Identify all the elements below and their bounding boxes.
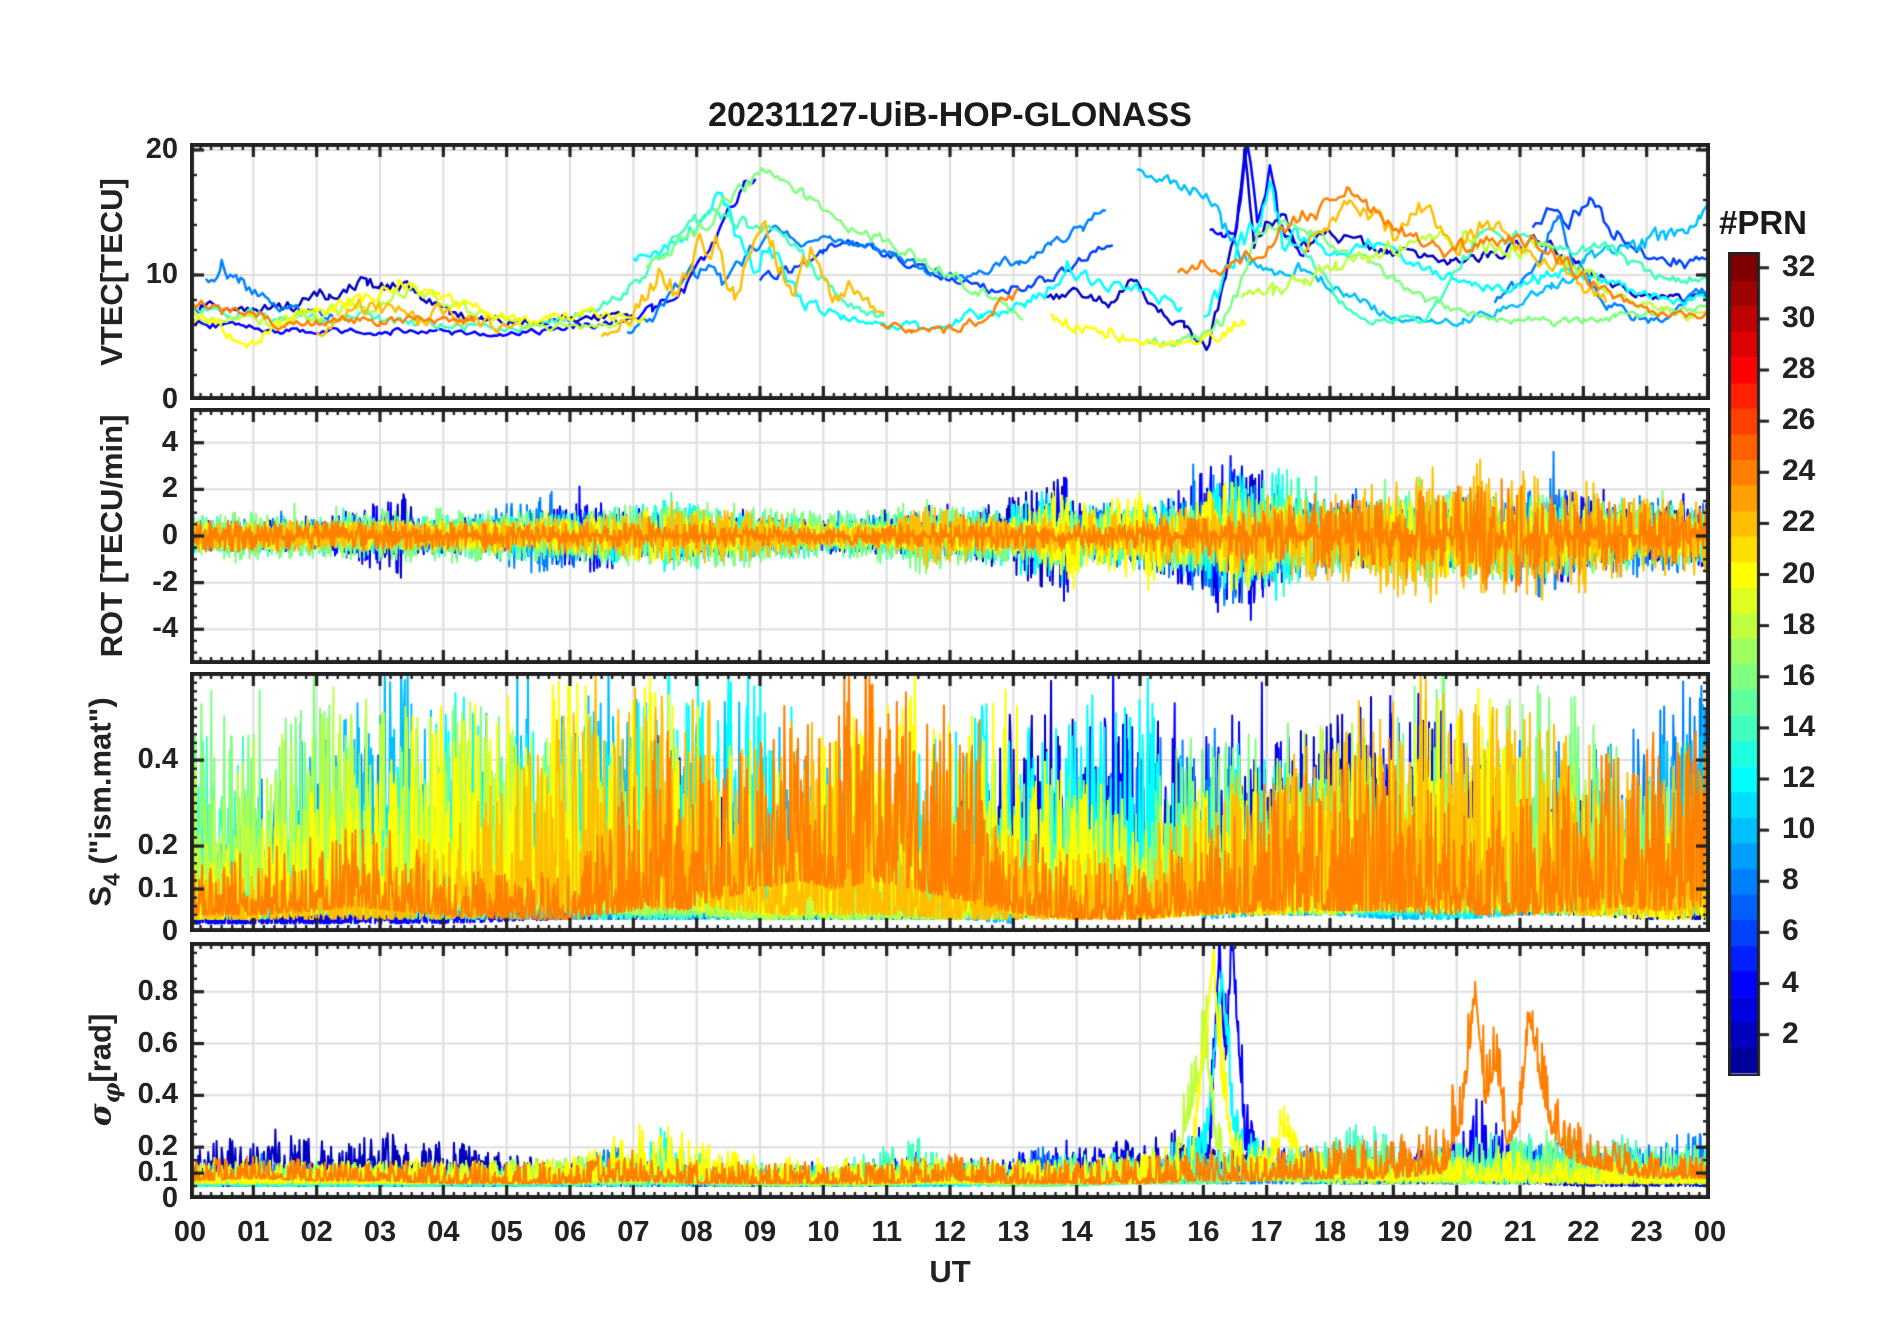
ytick-label-ROT-2: 2 [161,472,178,505]
xtick-label-5: 05 [490,1216,523,1248]
colorbar-title: #PRN [1718,204,1808,241]
xtick-label-23: 23 [1630,1216,1663,1248]
prn-colorbar [1728,252,1780,1076]
rot-panel-canvas [190,408,1710,664]
xtick-label-14: 14 [1060,1216,1093,1248]
xtick-label-3: 03 [363,1216,397,1248]
ytick-label-sigma_phi-0.1: 0.1 [137,1156,178,1189]
colorbar-tick-label-10: 10 [1782,812,1816,846]
xtick-label-1: 01 [237,1216,270,1248]
colorbar-tick-label-12: 12 [1782,761,1816,795]
vtec-panel-canvas [190,143,1710,400]
colorbar-tick-label-30: 30 [1782,300,1816,334]
colorbar-tick-label-26: 26 [1782,403,1816,437]
colorbar-tick-label-32: 32 [1782,249,1816,283]
colorbar-tick-label-16: 16 [1782,658,1816,692]
ytick-label-ROT--4: -4 [152,612,178,645]
s4-axis-label-main: S [82,885,118,907]
xtick-label-21: 21 [1503,1216,1537,1248]
colorbar-tick-label-22: 22 [1782,505,1816,539]
ytick-label-ROT--2: -2 [152,565,178,598]
ytick-label-S4-0: 0 [161,915,178,947]
ytick-label-S4-0.2: 0.2 [137,829,178,862]
xtick-label-12: 12 [933,1216,967,1248]
xtick-label-9: 09 [743,1216,777,1248]
xtick-label-0: 00 [173,1216,207,1248]
ytick-label-ROT-4: 4 [161,425,178,458]
colorbar-tick-label-18: 18 [1782,607,1816,641]
colorbar-tick-label-8: 8 [1782,863,1799,897]
ytick-label-VTEC-10: 10 [145,258,178,290]
xtick-label-2: 02 [300,1216,333,1248]
ytick-label-VTEC-0: 0 [161,383,178,415]
xtick-label-6: 06 [553,1216,587,1248]
xtick-label-22: 22 [1567,1216,1600,1248]
xtick-label-24: 00 [1693,1216,1727,1248]
xtick-label-4: 04 [427,1216,460,1248]
colorbar-tick-label-6: 6 [1782,914,1799,948]
xtick-label-16: 16 [1187,1216,1220,1248]
colorbar-tick-label-28: 28 [1782,352,1816,386]
sigma-symbol: σ [82,1103,119,1127]
colorbar-tick-label-2: 2 [1782,1016,1799,1050]
xtick-label-13: 13 [997,1216,1030,1248]
xtick-label-8: 08 [680,1216,713,1248]
xtick-label-10: 10 [807,1216,840,1248]
xtick-label-11: 11 [871,1216,902,1248]
x-axis-label: UT [929,1254,971,1289]
xtick-label-18: 18 [1313,1216,1347,1248]
colorbar-tick-label-20: 20 [1782,556,1816,590]
ytick-label-sigma_phi-0.6: 0.6 [137,1026,178,1059]
ytick-label-sigma_phi-0.2: 0.2 [137,1130,178,1163]
ytick-label-S4-0.4: 0.4 [137,743,178,776]
xtick-label-20: 20 [1440,1216,1473,1248]
chart-title: 20231127-UiB-HOP-GLONASS [708,96,1192,134]
xtick-label-19: 19 [1377,1216,1410,1248]
s4-axis-label-post: ("ism.mat") [82,697,118,874]
xtick-label-15: 15 [1123,1216,1157,1248]
colorbar-tick-label-24: 24 [1782,454,1816,488]
colorbar-tick-label-4: 4 [1782,965,1799,999]
ytick-label-sigma_phi-0.4: 0.4 [137,1078,178,1111]
colorbar-tick-label-14: 14 [1782,709,1816,743]
ytick-label-ROT-0: 0 [161,519,178,551]
s4-panel-canvas [190,672,1710,932]
sigmaphi-axis-label-post: [rad] [82,1013,118,1083]
ytick-label-S4-0.1: 0.1 [137,872,178,905]
xtick-label-17: 17 [1250,1216,1283,1248]
ytick-label-VTEC-20: 20 [145,133,178,165]
sigmaphi-panel-canvas [190,942,1710,1199]
ytick-label-sigma_phi-0.8: 0.8 [137,974,178,1007]
xtick-label-7: 07 [617,1216,650,1248]
ytick-label-sigma_phi-0: 0 [161,1182,178,1214]
